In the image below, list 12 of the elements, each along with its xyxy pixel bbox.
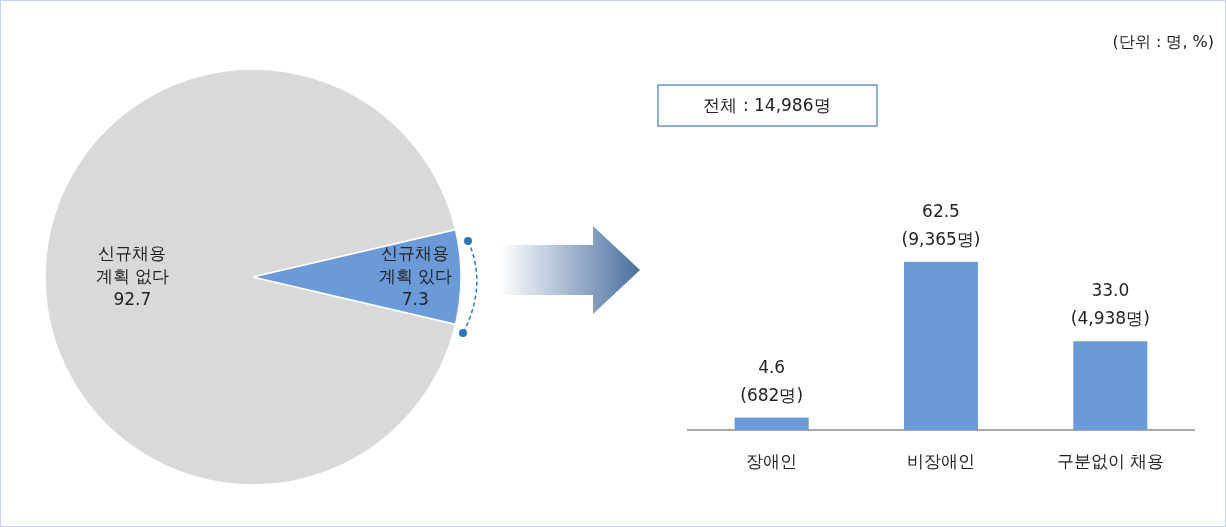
x-tick-label: 구분없이 채용 (1056, 451, 1165, 471)
x-tick-label: 장애인 (746, 451, 798, 471)
data-label: 92.7 (113, 288, 152, 309)
text: 전체 : 14,986명 (703, 95, 831, 115)
data-label: 62.5 (9,365명) (901, 200, 981, 249)
x-tick-label: 비장애인 (907, 451, 975, 471)
data-label: 33.0 (4,938명) (1070, 280, 1150, 329)
data-label: 7.3 (401, 288, 429, 309)
data-label: 4.6 (682명) (740, 356, 804, 405)
slice-label: 신규채용 계획 있다 (378, 243, 452, 286)
slice-label: 신규채용 계획 없다 (95, 243, 170, 286)
text: (단위 : 명, %) (1112, 31, 1214, 51)
